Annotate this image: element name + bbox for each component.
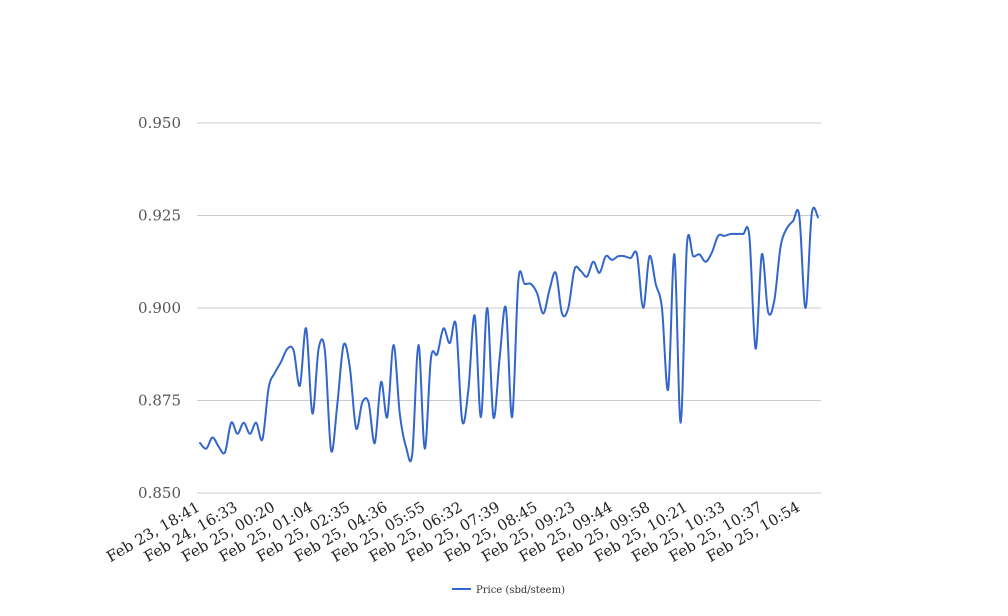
series-line-price — [199, 206, 819, 463]
y-tick-label: 0.950 — [138, 114, 181, 132]
y-tick-label: 0.875 — [138, 392, 181, 410]
y-tick-label: 0.900 — [138, 299, 181, 317]
y-tick-label: 0.925 — [138, 207, 181, 225]
y-axis-tick-labels: 0.850 0.875 0.900 0.925 0.950 — [138, 114, 181, 502]
y-tick-label: 0.850 — [138, 484, 181, 502]
legend-label: Price (sbd/steem) — [476, 585, 565, 596]
series-lines — [199, 206, 819, 463]
legend: Price (sbd/steem) — [452, 585, 565, 596]
gridlines — [197, 122, 821, 494]
